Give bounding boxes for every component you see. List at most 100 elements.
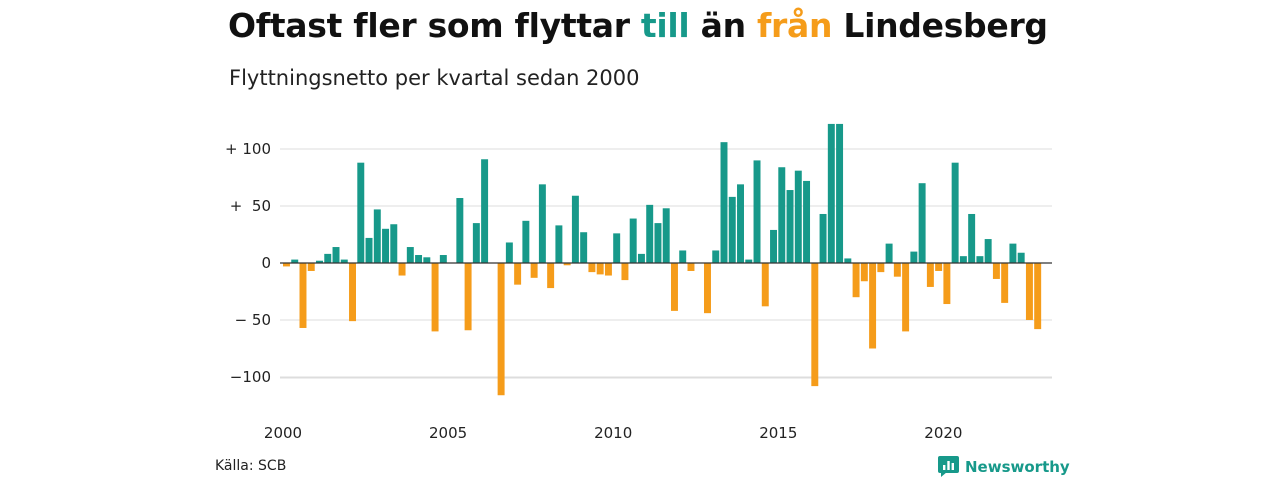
bar (415, 255, 423, 263)
bar (770, 229, 778, 263)
bar (728, 196, 736, 263)
bar (646, 204, 654, 263)
bar (299, 263, 307, 328)
bar (860, 263, 868, 282)
bar (365, 237, 373, 263)
bar (885, 243, 893, 263)
y-tick-label: 0 (261, 254, 271, 272)
bar (547, 263, 555, 289)
bar (893, 263, 901, 277)
bar (654, 223, 662, 263)
bar (670, 263, 678, 311)
y-tick-label: + 50 (230, 197, 271, 215)
bar (588, 263, 596, 273)
bar (357, 162, 365, 263)
bar (687, 263, 695, 271)
newsworthy-logo: Newsworthy (938, 456, 1070, 477)
bar (852, 263, 860, 298)
bar (794, 170, 802, 263)
newsworthy-icon (938, 456, 959, 477)
bar (522, 220, 530, 263)
bar (811, 263, 819, 387)
bar (836, 123, 844, 263)
bar (307, 263, 315, 271)
bar (398, 263, 406, 276)
bar (918, 183, 926, 263)
bar (869, 263, 877, 349)
bar (753, 160, 761, 263)
bar (679, 250, 687, 263)
bar (1025, 263, 1033, 320)
bar (662, 208, 670, 263)
bar (390, 224, 398, 263)
bar (629, 218, 637, 263)
bar (984, 239, 992, 263)
x-tick-label: 2000 (264, 424, 302, 442)
bar (340, 259, 348, 263)
bar (382, 228, 390, 263)
bar (563, 263, 571, 266)
bar (316, 260, 323, 263)
bar (778, 167, 786, 263)
bar (959, 256, 967, 263)
bar (704, 263, 711, 314)
y-tick-label: + 100 (225, 140, 271, 158)
bar (968, 213, 976, 263)
bar (786, 190, 794, 263)
bar (464, 263, 472, 331)
bar (580, 232, 588, 263)
source-label: Källa: SCB (215, 458, 287, 474)
x-tick-label: 2010 (594, 424, 632, 442)
bar (637, 253, 645, 263)
bar (431, 263, 439, 332)
bar (324, 253, 332, 263)
bar (604, 263, 612, 276)
bar (283, 263, 290, 267)
bar (613, 233, 621, 263)
chart-title: Oftast fler som flyttar till än från Lin… (228, 6, 1048, 45)
bar (737, 184, 744, 263)
bar (844, 258, 852, 263)
bar (555, 225, 563, 263)
bar (1009, 243, 1017, 263)
title-fran: från (756, 6, 833, 45)
bar (1017, 252, 1025, 263)
bar (332, 247, 340, 263)
bar (423, 257, 431, 263)
title-till: till (640, 6, 690, 45)
x-tick-label: 2015 (759, 424, 797, 442)
bar (720, 142, 728, 263)
bar (803, 180, 811, 263)
bar (712, 250, 720, 263)
bar (530, 263, 538, 278)
bar (621, 263, 629, 281)
title-part-3: Lindesberg (832, 6, 1048, 45)
bar (497, 263, 505, 396)
bar (481, 159, 489, 263)
bar (456, 198, 464, 263)
y-tick-label: − 50 (235, 311, 271, 329)
title-part-2: än (689, 6, 757, 45)
bar (406, 247, 414, 263)
bar (935, 263, 943, 271)
bar (514, 263, 522, 285)
bar (910, 251, 918, 263)
bar (1034, 263, 1042, 330)
bar (349, 263, 356, 322)
bar (571, 195, 579, 263)
x-tick-label: 2005 (429, 424, 467, 442)
bar (902, 263, 910, 332)
bar (926, 263, 934, 287)
brand-name: Newsworthy (965, 457, 1070, 476)
title-part-1: Oftast fler som flyttar (228, 6, 641, 45)
bar (373, 209, 381, 263)
y-tick-label: −100 (230, 368, 271, 386)
bar (877, 263, 885, 273)
bar (992, 263, 1000, 279)
chart-subtitle: Flyttningsnetto per kvartal sedan 2000 (229, 66, 640, 90)
bar (596, 263, 604, 275)
bar (1001, 263, 1009, 303)
bar (538, 184, 546, 263)
bar (505, 242, 513, 263)
